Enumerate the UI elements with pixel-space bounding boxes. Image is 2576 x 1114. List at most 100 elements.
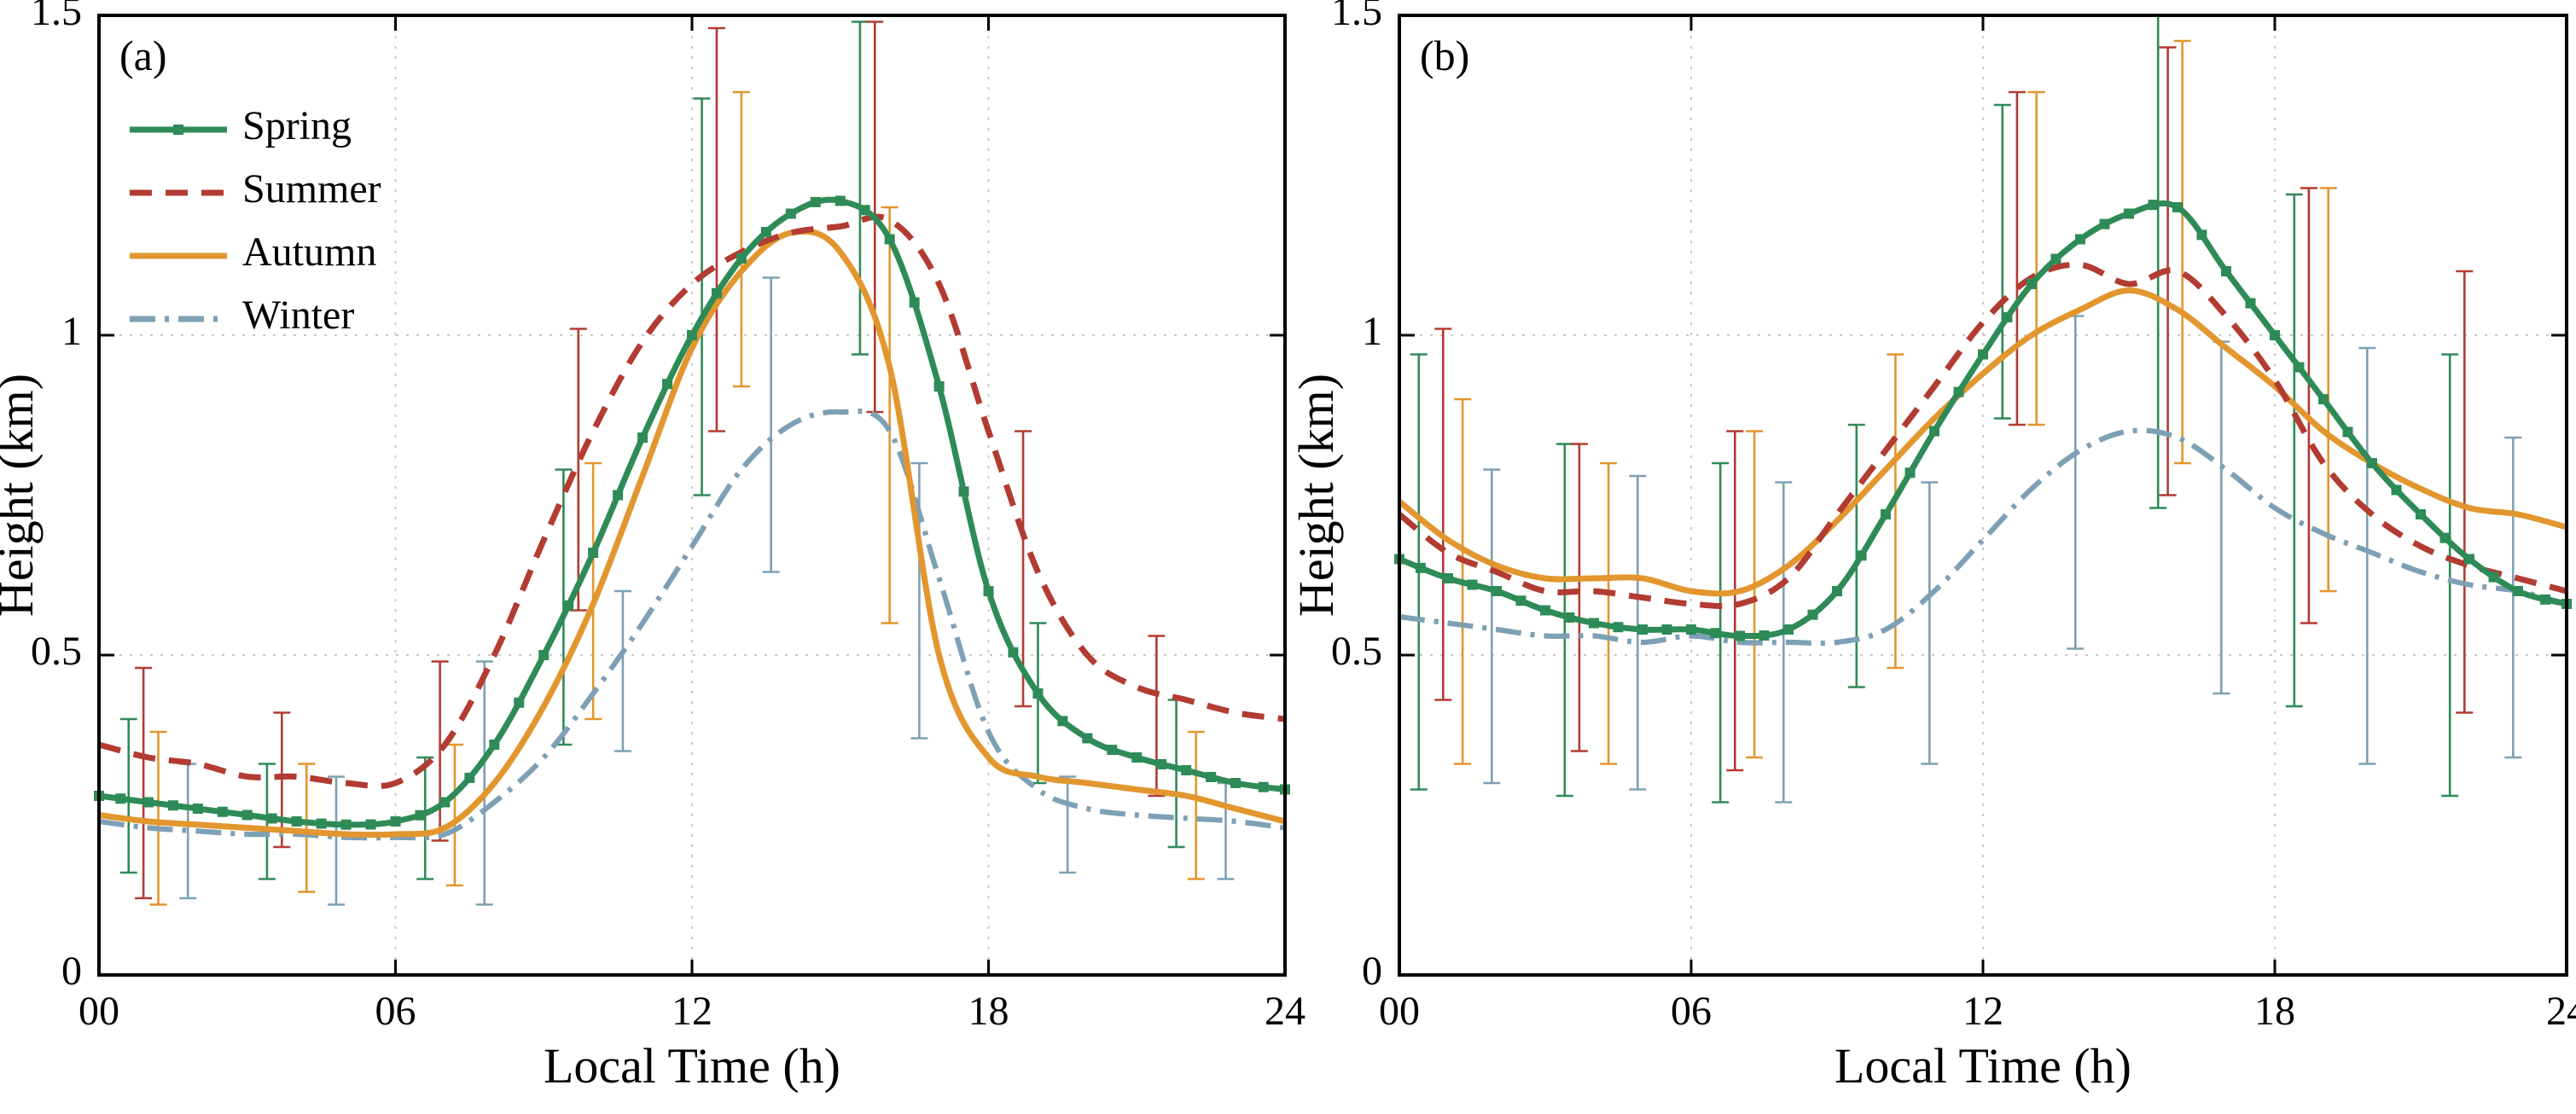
- square-marker: [1589, 618, 1599, 629]
- square-marker: [1230, 778, 1241, 788]
- square-marker: [1492, 586, 1502, 596]
- square-marker: [2124, 208, 2134, 219]
- square-marker: [1082, 733, 1093, 744]
- square-marker: [415, 809, 426, 821]
- square-marker: [736, 253, 747, 264]
- legend-label: Winter: [242, 293, 354, 338]
- square-marker: [563, 600, 574, 611]
- square-marker: [1057, 716, 1068, 727]
- square-marker: [1540, 605, 1550, 616]
- square-marker: [2270, 330, 2280, 340]
- square-marker: [2540, 594, 2551, 605]
- square-marker: [1661, 624, 1672, 635]
- series-markers-spring: [1394, 200, 2572, 641]
- square-marker: [2464, 554, 2474, 565]
- square-marker: [365, 819, 376, 830]
- y-axis-label: Height (km): [1288, 374, 1344, 617]
- square-marker: [785, 208, 796, 219]
- square-marker: [2002, 311, 2013, 322]
- y-tick-label: 1: [61, 309, 82, 354]
- x-tick-label: 06: [375, 989, 416, 1034]
- square-marker: [1032, 688, 1044, 699]
- square-marker: [2245, 298, 2256, 309]
- series-line-summer: [1397, 261, 2567, 610]
- square-marker: [2367, 458, 2377, 468]
- series-line-winter: [98, 409, 1286, 841]
- error-bars-autumn: [1454, 39, 2337, 765]
- square-marker: [909, 297, 920, 308]
- square-marker: [115, 793, 126, 804]
- square-marker: [933, 381, 945, 392]
- legend-item-autumn: Autumn: [130, 229, 376, 275]
- x-tick-label: 18: [968, 989, 1009, 1034]
- square-marker: [1156, 758, 1167, 769]
- square-marker: [958, 486, 969, 497]
- square-marker: [1443, 573, 1453, 583]
- square-marker: [2391, 484, 2402, 496]
- square-marker: [637, 432, 648, 443]
- square-marker: [1759, 630, 1770, 641]
- x-tick-label: 24: [1265, 989, 1305, 1034]
- series-line-autumn: [98, 228, 1286, 838]
- square-marker: [464, 772, 475, 783]
- square-marker: [1686, 624, 1696, 635]
- square-marker: [1735, 630, 1745, 641]
- x-tick-label: 24: [2546, 989, 2576, 1034]
- legend-square-marker: [173, 125, 183, 135]
- square-marker: [1008, 647, 1019, 658]
- square-marker: [2050, 253, 2061, 264]
- square-marker: [687, 330, 697, 340]
- x-tick-label: 00: [79, 989, 119, 1034]
- y-tick-label: 1: [1362, 309, 1382, 354]
- axis-ticks: [97, 14, 1287, 977]
- square-marker: [167, 800, 178, 811]
- square-marker: [2172, 202, 2183, 212]
- legend-label: Spring: [242, 103, 352, 148]
- square-marker: [588, 548, 599, 558]
- square-marker: [538, 650, 550, 660]
- square-marker: [489, 740, 500, 750]
- square-marker: [2026, 279, 2037, 289]
- series-line-winter: [1398, 427, 2567, 647]
- square-marker: [834, 195, 846, 206]
- square-marker: [1856, 550, 1867, 561]
- legend-item-spring: Spring: [130, 103, 352, 148]
- legend: Spring Summer Autumn Winter: [130, 103, 381, 338]
- square-marker: [1881, 509, 1891, 519]
- y-tick-label: 0: [61, 949, 82, 994]
- square-marker: [2318, 394, 2329, 404]
- square-marker: [2416, 509, 2426, 519]
- panel-label: (b): [1420, 32, 1469, 79]
- square-marker: [390, 816, 401, 827]
- square-marker: [662, 379, 673, 390]
- square-marker: [142, 797, 154, 808]
- y-tick-label: 1.5: [31, 0, 82, 34]
- x-tick-label: 06: [1671, 989, 1712, 1034]
- square-marker: [1978, 349, 1988, 360]
- x-tick-label: 18: [2254, 989, 2295, 1034]
- chart-panel-a: 00 06 12 18 24 0 0.5 1 1.5 Local Time (h) Height (…: [0, 0, 1305, 1094]
- square-marker: [1467, 579, 1478, 590]
- x-tick-label: 00: [1379, 989, 1420, 1034]
- square-marker: [192, 804, 203, 814]
- series-line-summer: [98, 213, 1286, 790]
- square-marker: [2439, 532, 2451, 543]
- chart-panel-b: 00 06 12 18 24 0 0.5 1 1.5 Local Time (h) Height (…: [1288, 0, 2576, 1094]
- error-bars-summer: [135, 20, 1166, 900]
- error-bars-autumn: [149, 90, 1205, 906]
- square-marker: [1637, 624, 1648, 635]
- x-tick-label: 12: [672, 989, 712, 1034]
- square-marker: [2196, 229, 2207, 241]
- square-marker: [1783, 624, 1794, 635]
- square-marker: [884, 234, 895, 245]
- square-marker: [340, 819, 352, 830]
- square-marker: [2075, 234, 2085, 245]
- square-marker: [1515, 595, 1526, 606]
- error-bars-winter: [179, 276, 1235, 906]
- square-marker: [1107, 745, 1118, 756]
- square-marker: [613, 490, 624, 501]
- square-marker: [711, 287, 722, 299]
- y-tick-label: 0: [1362, 949, 1382, 994]
- square-marker: [514, 697, 525, 708]
